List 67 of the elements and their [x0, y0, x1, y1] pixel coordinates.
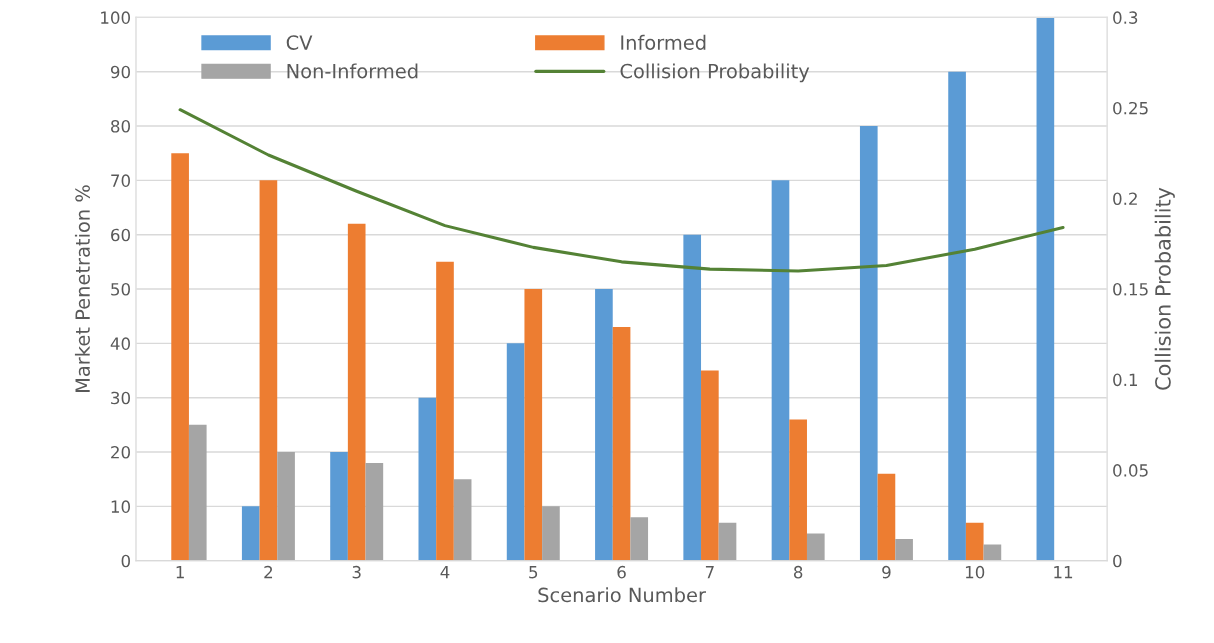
y2-tick-label: 0.25	[1113, 101, 1148, 115]
y-axis-title: Market Penetration %	[74, 185, 90, 392]
legend-label: Non-Informed	[287, 63, 418, 79]
y2-axis-title: Collision Probability	[1154, 187, 1175, 390]
y-tick-label: 30	[111, 391, 130, 405]
legend-label: Collision Probability	[620, 63, 810, 83]
bar	[188, 424, 207, 561]
y-tick-label: 80	[111, 119, 130, 133]
bar	[983, 544, 1002, 561]
bar	[701, 370, 719, 561]
x-tick-label: 2	[264, 565, 273, 579]
bar	[277, 452, 295, 561]
bar	[595, 289, 613, 561]
bar	[789, 419, 807, 561]
y-tick-label: 40	[110, 337, 130, 350]
y2-tick-label: 0.3	[1113, 11, 1138, 24]
y-tick-label: 50	[111, 282, 130, 296]
bar	[524, 289, 543, 561]
y-tick-label: 20	[111, 445, 130, 459]
y2-tick-label: 0	[1113, 554, 1122, 568]
y2-tick-label: 0.2	[1113, 192, 1137, 206]
bar	[965, 522, 984, 561]
bar	[241, 506, 260, 561]
bar	[859, 126, 878, 561]
legend-label: Informed	[621, 34, 706, 50]
x-tick-label: 8	[793, 565, 803, 579]
x-tick-label: 10	[965, 565, 985, 579]
y-tick-label: 100	[101, 11, 130, 24]
y-tick-label: 0	[121, 554, 130, 568]
bar	[771, 180, 790, 561]
bar	[418, 397, 437, 561]
bar	[877, 473, 896, 561]
bar	[948, 71, 966, 561]
x-tick-label: 3	[352, 565, 361, 579]
bar	[436, 261, 454, 561]
bar	[365, 462, 384, 561]
bar	[347, 223, 366, 561]
bar	[630, 517, 649, 561]
x-tick-label: 5	[529, 566, 538, 579]
x-axis-title: Scenario Number	[538, 587, 706, 603]
bar	[330, 452, 348, 561]
bar	[453, 479, 472, 561]
line-series	[178, 108, 1065, 273]
x-tick-label: 6	[617, 565, 626, 579]
x-tick-label: 9	[882, 565, 891, 579]
y-tick-label: 10	[111, 500, 130, 513]
bar	[718, 522, 737, 561]
x-tick-label: 11	[1054, 566, 1073, 579]
x-tick-label: 1	[176, 566, 184, 579]
bar	[171, 153, 189, 561]
x-tick-label: 7	[705, 566, 714, 579]
y2-tick-label: 0.05	[1113, 464, 1148, 477]
bar	[1036, 17, 1055, 561]
x-tick-label: 4	[440, 566, 450, 579]
bar	[612, 327, 631, 561]
y2-tick-label: 0.15	[1113, 282, 1148, 296]
bar	[895, 538, 913, 561]
y-tick-label: 60	[111, 228, 130, 242]
y-tick-label: 70	[111, 174, 130, 187]
legend-label: CV	[286, 35, 313, 50]
bar	[542, 506, 560, 561]
bar	[683, 234, 702, 561]
y-tick-label: 90	[110, 65, 130, 79]
y2-tick-label: 0.1	[1113, 373, 1137, 387]
bar	[506, 343, 525, 561]
bar	[259, 180, 278, 561]
bar	[806, 533, 825, 561]
